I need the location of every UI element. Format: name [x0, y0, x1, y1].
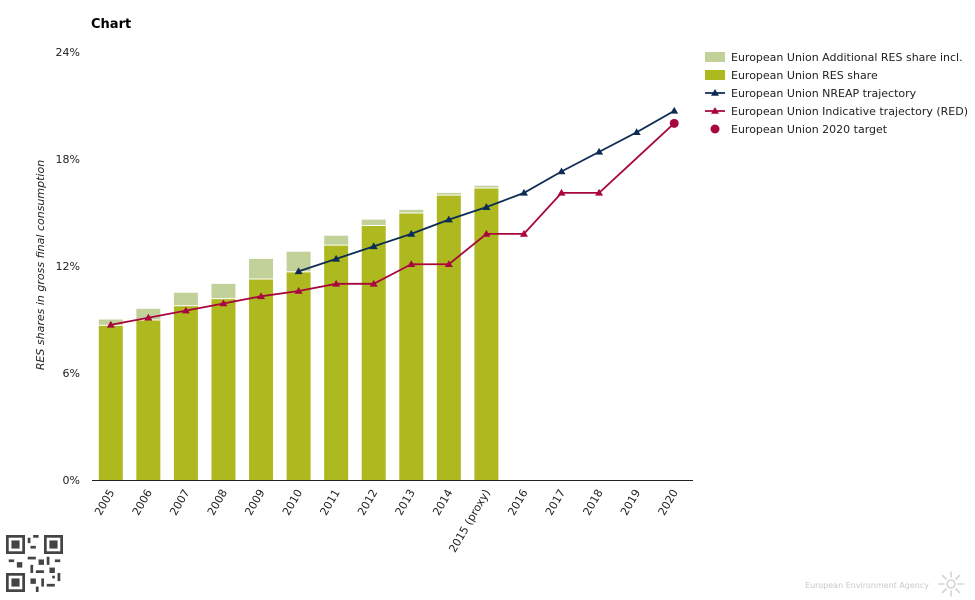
res-share-bar	[286, 271, 311, 480]
res-share-bar	[436, 194, 461, 480]
nreap-trajectory-point	[407, 229, 416, 237]
qr-code	[6, 535, 63, 592]
legend-entry-label: European Union Indicative trajectory (RE…	[731, 105, 968, 118]
legend-swatch	[705, 52, 725, 62]
indicative-trajectory-point	[595, 188, 604, 196]
nreap-trajectory-point	[482, 203, 491, 210]
x-tick-label: 2009	[242, 487, 267, 518]
indicative-trajectory-point	[444, 260, 453, 268]
x-tick-label: 2006	[130, 487, 155, 518]
x-tick-label: 2013	[393, 487, 418, 518]
x-tick-label: 2012	[355, 487, 380, 518]
indicative-trajectory-point	[407, 260, 416, 268]
legend-entry-label: European Union Additional RES share incl…	[731, 51, 963, 64]
x-tick-label: 2008	[205, 487, 230, 518]
additional-res-share-bar	[399, 209, 424, 213]
legend-marker	[711, 107, 719, 114]
nreap-trajectory-point	[369, 242, 378, 250]
indicative-trajectory-point	[519, 229, 528, 237]
nreap-trajectory-point	[294, 267, 303, 275]
additional-res-share-bar	[436, 192, 461, 195]
indicative-trajectory-point	[332, 279, 341, 287]
indicative-trajectory-point	[482, 229, 491, 237]
nreap-trajectory-point	[632, 128, 641, 136]
x-tick-label: 2007	[167, 487, 192, 518]
legend: European Union Additional RES share incl…	[705, 51, 968, 136]
y-tick-label: 0%	[63, 474, 80, 487]
legend-entry-label: European Union NREAP trajectory	[731, 87, 917, 100]
lines-group	[106, 106, 679, 328]
x-tick-label: 2016	[505, 487, 530, 518]
legend-entry-label: European Union RES share	[731, 69, 878, 82]
res-share-bar	[98, 324, 123, 480]
y-tick-label: 12%	[56, 260, 80, 273]
nreap-trajectory-point	[444, 215, 453, 223]
target-2020-point	[669, 118, 679, 128]
res-share-bar	[211, 298, 236, 480]
indicative-trajectory-point	[219, 299, 228, 307]
indicative-trajectory-point	[106, 320, 115, 328]
additional-res-share-bar	[474, 185, 499, 188]
nreap-trajectory-point	[670, 106, 679, 114]
indicative-trajectory-point	[294, 286, 303, 294]
additional-res-share-bar	[173, 292, 198, 306]
res-share-bar	[399, 212, 424, 480]
additional-res-share-bar	[249, 258, 274, 279]
legend-swatch	[705, 70, 725, 80]
indicative-trajectory-point	[557, 188, 566, 196]
y-axis-label: RES shares in gross final consumption	[34, 160, 47, 370]
res-share-bar	[249, 278, 274, 480]
additional-res-share-bar	[361, 219, 386, 225]
legend-entry-label: European Union 2020 target	[731, 123, 888, 136]
res-share-bar	[136, 319, 161, 480]
x-tick-label: 2010	[280, 487, 305, 518]
x-tick-label: 2011	[317, 487, 342, 518]
x-tick-label: 2005	[92, 487, 117, 518]
legend-marker	[711, 89, 719, 96]
res-share-bar	[173, 305, 198, 480]
bars-group	[98, 185, 499, 481]
nreap-trajectory-point	[595, 147, 604, 155]
res-share-bar	[361, 224, 386, 480]
indicative-trajectory-point	[369, 279, 378, 287]
x-axis: 2005 2006 2007 2008 2009 2010 2011 2012 2013 2014…	[92, 480, 693, 555]
y-tick-label: 24%	[56, 46, 80, 59]
x-tick-label: 2020	[656, 487, 681, 518]
legend-marker	[710, 124, 720, 134]
nreap-trajectory-point	[519, 188, 528, 196]
indicative-trajectory-point	[181, 306, 190, 314]
nreap-trajectory-point	[557, 167, 566, 175]
additional-res-share-bar	[211, 283, 236, 299]
x-tick-label: 2018	[580, 487, 605, 518]
y-tick-label: 6%	[63, 367, 80, 380]
x-tick-label: 2014	[430, 487, 455, 518]
x-tick-label: 2019	[618, 487, 643, 518]
y-axis: 0% 6% 12% 18% 24%	[56, 46, 80, 487]
additional-res-share-bar	[286, 251, 311, 272]
chart-title: Chart	[91, 17, 132, 32]
nreap-trajectory-point	[332, 254, 341, 262]
y-tick-label: 18%	[56, 153, 80, 166]
x-tick-label: 2015 (proxy)	[446, 487, 493, 555]
indicative-trajectory-point	[144, 313, 153, 321]
indicative-trajectory-point	[257, 292, 266, 300]
x-tick-label: 2017	[543, 487, 568, 518]
eea-sun-logo-icon	[938, 571, 964, 597]
additional-res-share-bar	[324, 235, 349, 245]
footer-credit: European Environment Agency	[805, 581, 929, 590]
